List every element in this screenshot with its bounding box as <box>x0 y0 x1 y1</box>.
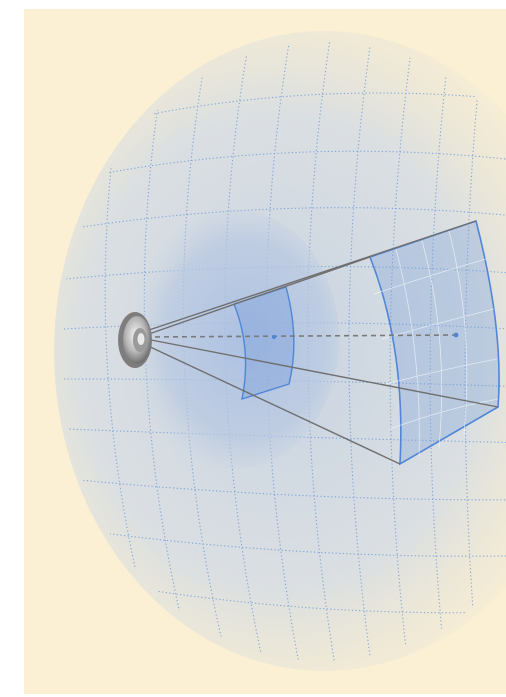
sound-propagation-diagram <box>24 9 506 694</box>
rays <box>145 220 499 465</box>
diagram-canvas <box>24 9 506 694</box>
near-patch <box>233 286 295 401</box>
far-patch-center <box>453 332 459 338</box>
near-patch-center <box>272 335 276 339</box>
far-patch-grid <box>373 230 499 458</box>
speaker-icon <box>118 312 152 368</box>
far-patch <box>368 219 500 466</box>
center-axis <box>145 334 460 338</box>
inner-sphere <box>129 209 339 469</box>
